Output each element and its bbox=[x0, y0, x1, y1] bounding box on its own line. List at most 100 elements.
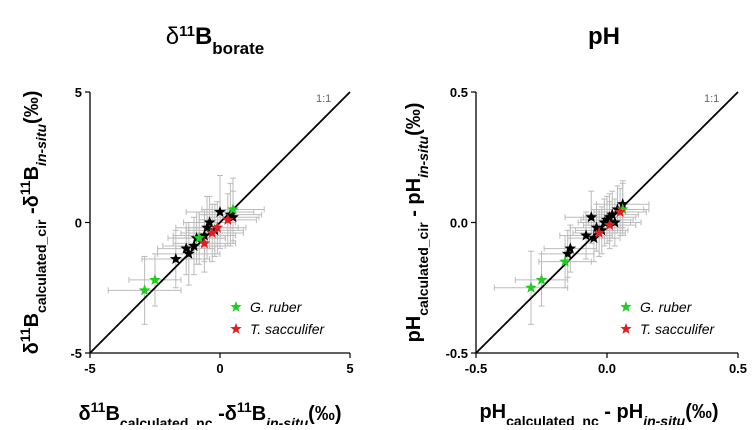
legend-label: T. sacculifer bbox=[250, 321, 326, 337]
y-axis-label: δ11Bcalculated_cir -δ11Bin-situ(‰) bbox=[17, 91, 49, 355]
x-tick-label: 0.0 bbox=[598, 361, 616, 376]
label-segment: 11 bbox=[237, 399, 252, 415]
label-segment: - pH bbox=[403, 178, 425, 222]
legend-marker bbox=[620, 301, 632, 312]
label-segment: δ bbox=[79, 403, 91, 425]
x-tick-label: -5 bbox=[84, 361, 96, 376]
data-point-star bbox=[214, 205, 226, 218]
title-segment: B bbox=[195, 23, 212, 50]
data-point-star bbox=[221, 213, 234, 225]
chart-title: δ11Bborate bbox=[166, 23, 265, 58]
one-to-one-label: 1:1 bbox=[316, 93, 331, 105]
data-point-star bbox=[535, 273, 548, 285]
data-point-star bbox=[525, 281, 537, 293]
data-point-star bbox=[227, 211, 239, 223]
label-segment: (‰) bbox=[403, 103, 425, 136]
label-segment: -δ bbox=[21, 195, 43, 219]
label-segment: B bbox=[21, 166, 43, 180]
data-point-star bbox=[608, 216, 621, 228]
x-tick-label: 5 bbox=[346, 361, 353, 376]
data-point-star bbox=[138, 284, 151, 296]
title-segment: pH bbox=[588, 23, 620, 50]
x-tick-label: 0 bbox=[216, 361, 223, 376]
label-segment: in-situ bbox=[643, 413, 685, 425]
legend-label: G. ruber bbox=[640, 299, 693, 315]
data-point-star bbox=[580, 229, 592, 241]
data-point-star bbox=[201, 221, 213, 233]
x-axis-label: δ11Bcalculated_nc -δ11Bin-situ(‰) bbox=[79, 399, 342, 425]
label-segment: calculated_nc bbox=[506, 413, 599, 425]
data-point-star bbox=[180, 242, 193, 254]
label-segment: in-situ bbox=[33, 124, 49, 166]
label-segment: (‰) bbox=[21, 91, 43, 124]
data-point-star bbox=[585, 211, 598, 223]
y-tick-label: -5 bbox=[70, 346, 82, 361]
label-segment: calculated_nc bbox=[120, 415, 213, 425]
data-point-star bbox=[590, 221, 603, 233]
label-segment: B bbox=[252, 403, 266, 425]
label-segment: -δ bbox=[213, 403, 237, 425]
label-segment: calculated_cir bbox=[415, 222, 431, 316]
label-segment: δ bbox=[21, 342, 43, 354]
data-point-star bbox=[188, 239, 200, 252]
data-point-star bbox=[588, 231, 600, 244]
y-tick-label: 5 bbox=[75, 85, 82, 100]
legend-marker bbox=[230, 323, 242, 334]
data-point-star bbox=[198, 229, 211, 241]
y-tick-label: -0.5 bbox=[446, 346, 468, 361]
one-to-one-line bbox=[89, 91, 351, 354]
legend-marker bbox=[230, 301, 242, 312]
data-point-star bbox=[603, 218, 616, 231]
data-point-star bbox=[211, 221, 224, 233]
x-tick-label: 0.5 bbox=[729, 361, 747, 376]
legend-label: G. ruber bbox=[250, 299, 303, 315]
label-segment: (‰) bbox=[308, 403, 341, 425]
label-segment: in-situ bbox=[415, 135, 431, 177]
data-point-star bbox=[616, 203, 629, 215]
one-to-one-label: 1:1 bbox=[704, 93, 719, 105]
title-segment: δ bbox=[166, 23, 179, 50]
y-tick-label: 0 bbox=[75, 216, 82, 231]
legend-marker bbox=[620, 323, 632, 334]
label-segment: - pH bbox=[599, 401, 643, 423]
data-point-star bbox=[193, 231, 206, 244]
data-point-star bbox=[198, 237, 211, 249]
data-point-star bbox=[559, 255, 571, 267]
data-point-star bbox=[561, 247, 574, 259]
data-point-star bbox=[611, 203, 624, 215]
x-axis-label: pHcalculated_nc - pHin-situ(‰) bbox=[479, 401, 718, 425]
data-point-star bbox=[182, 247, 195, 259]
data-point-star bbox=[614, 205, 626, 218]
label-segment: in-situ bbox=[266, 415, 308, 425]
label-segment: B bbox=[21, 313, 43, 327]
data-point-star bbox=[224, 208, 237, 220]
label-segment: (‰) bbox=[685, 401, 718, 423]
data-point-star bbox=[564, 242, 577, 254]
data-point-star bbox=[595, 224, 608, 236]
y-axis-label: pHcalculated_cir - pHin-situ(‰) bbox=[403, 103, 431, 343]
data-point-star bbox=[149, 273, 161, 285]
data-point-star bbox=[169, 252, 182, 265]
y-tick-label: 0.0 bbox=[450, 216, 468, 231]
data-point-star bbox=[603, 211, 616, 223]
title-segment: borate bbox=[212, 39, 264, 58]
chart-title: pH bbox=[588, 23, 620, 50]
data-point-star bbox=[227, 203, 239, 215]
legend-label: T. sacculifer bbox=[640, 321, 716, 337]
label-segment: 11 bbox=[17, 327, 33, 342]
data-point-star bbox=[606, 208, 619, 220]
data-point-star bbox=[203, 216, 216, 228]
y-tick-label: 0.5 bbox=[450, 85, 468, 100]
data-point-star bbox=[206, 226, 219, 238]
label-segment: 11 bbox=[17, 180, 33, 195]
title-segment: 11 bbox=[179, 23, 195, 40]
x-tick-label: -0.5 bbox=[465, 361, 487, 376]
data-point-star bbox=[593, 226, 606, 238]
label-segment: calculated_cir bbox=[33, 219, 49, 313]
label-segment: pH bbox=[479, 401, 506, 423]
label-segment: B bbox=[105, 403, 119, 425]
